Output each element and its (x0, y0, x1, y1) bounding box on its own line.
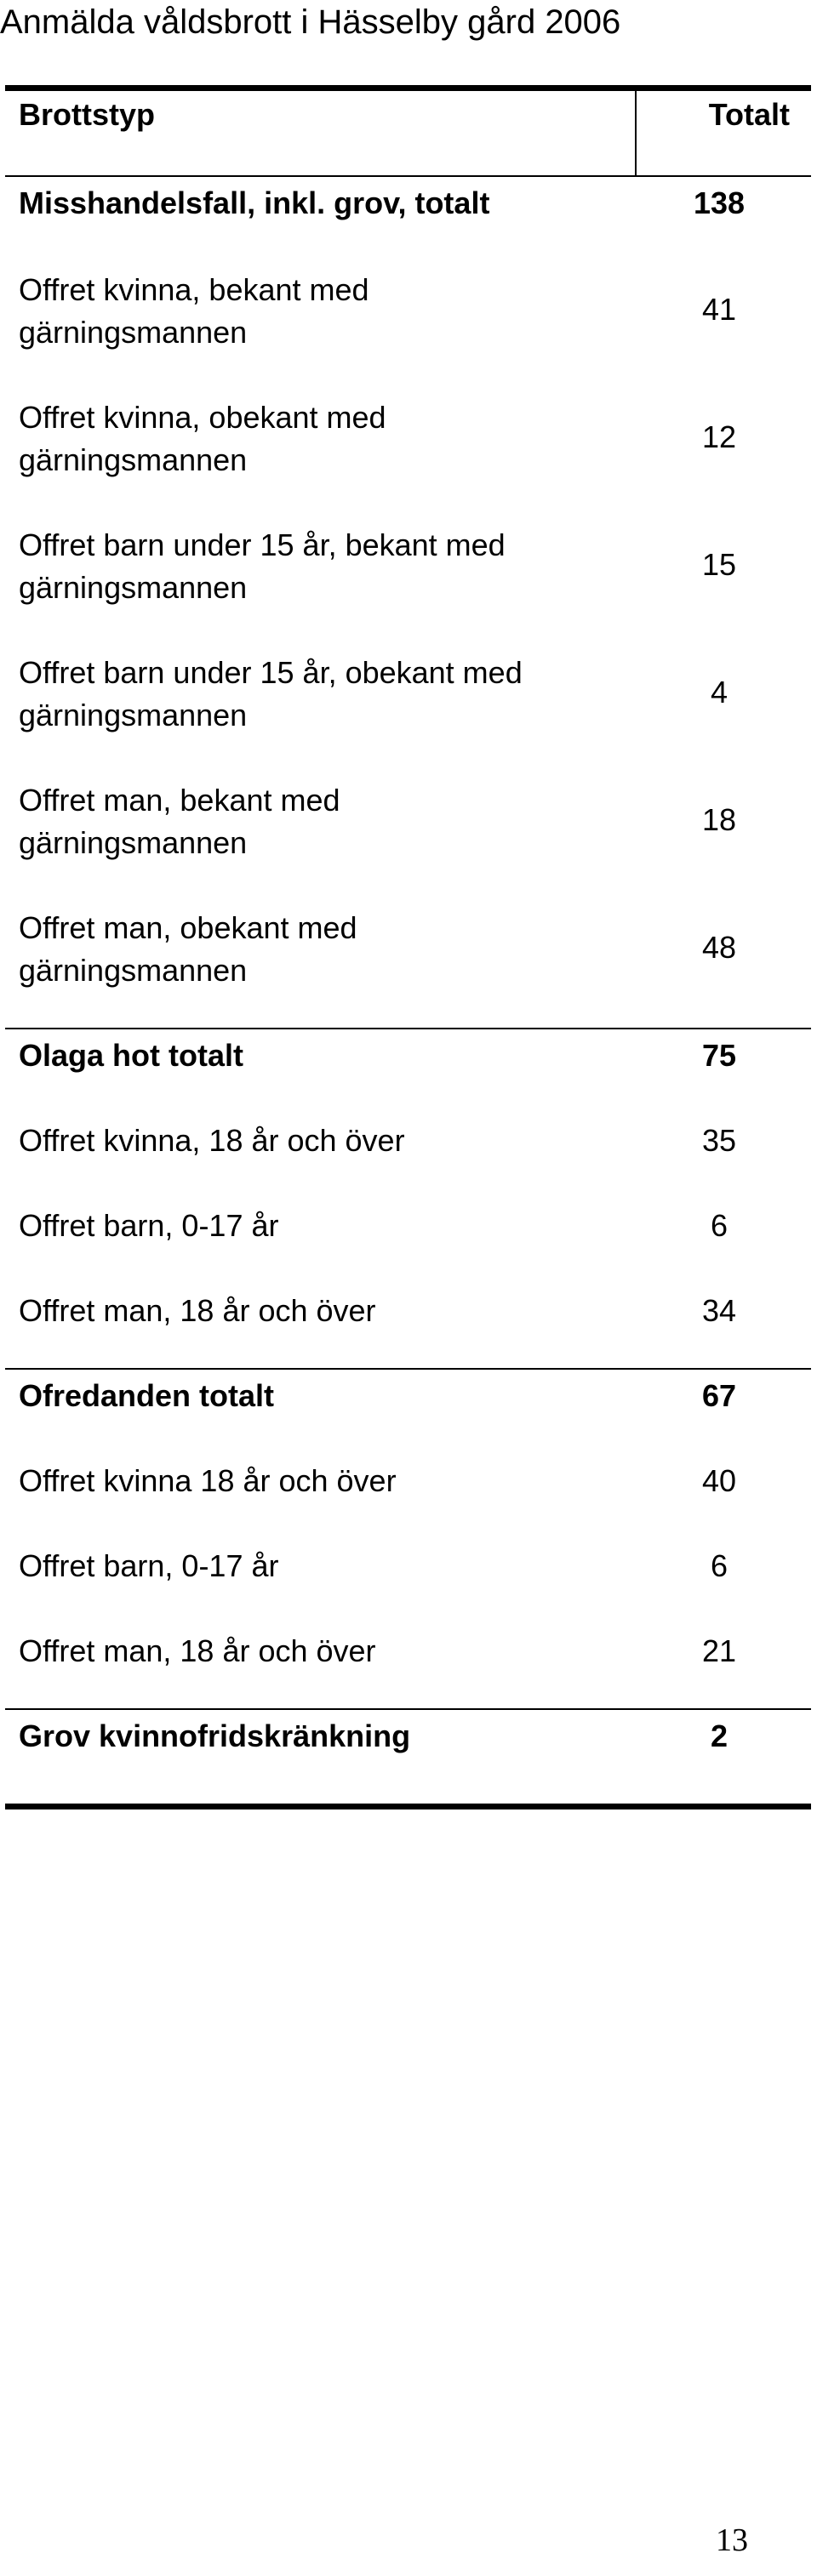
row-value-woman-unknown: 12 (701, 419, 737, 454)
row-label-man-unknown-line2: gärningsmannen (19, 953, 248, 988)
section-divider-threats (5, 1028, 811, 1029)
row-label-woman-unknown-line2: gärningsmannen (19, 442, 248, 477)
row-label-molestation-total: Ofredanden totalt (19, 1378, 275, 1413)
section-divider-integrity (5, 1708, 811, 1710)
row-label-woman-known-line1: Offret kvinna, bekant med (19, 272, 369, 307)
table-top-rule (5, 85, 811, 91)
row-label-threats-man: Offret man, 18 år och över (19, 1293, 376, 1328)
row-label-molestation-man: Offret man, 18 år och över (19, 1633, 376, 1668)
section-divider-molestation (5, 1368, 811, 1370)
row-label-child-unknown-line2: gärningsmannen (19, 698, 248, 732)
row-value-man-unknown: 48 (701, 930, 737, 965)
row-label-woman-unknown-line1: Offret kvinna, obekant med (19, 400, 386, 435)
row-value-threats-child: 6 (710, 1208, 728, 1243)
column-header-category: Brottstyp (19, 97, 155, 132)
row-label-threats-total: Olaga hot totalt (19, 1038, 243, 1073)
row-value-molestation-total: 67 (701, 1378, 737, 1413)
row-label-man-unknown-line1: Offret man, obekant med (19, 910, 357, 945)
row-value-assault-total: 138 (693, 185, 746, 220)
document-title: Anmälda våldsbrott i Hässelby gård 2006 (0, 3, 621, 41)
column-header-total: Totalt (708, 97, 790, 132)
row-label-threats-child: Offret barn, 0-17 år (19, 1208, 279, 1243)
row-value-molestation-child: 6 (710, 1548, 728, 1583)
row-label-man-known-line1: Offret man, bekant med (19, 783, 340, 818)
row-value-threats-man: 34 (701, 1293, 737, 1328)
row-value-gross-violation: 2 (710, 1718, 728, 1753)
row-value-man-known: 18 (701, 802, 737, 837)
row-label-child-unknown-line1: Offret barn under 15 år, obekant med (19, 655, 523, 690)
row-label-molestation-child: Offret barn, 0-17 år (19, 1548, 279, 1583)
table-bottom-rule (5, 1804, 811, 1809)
row-value-molestation-woman: 40 (701, 1463, 737, 1498)
row-label-molestation-woman: Offret kvinna 18 år och över (19, 1463, 397, 1498)
row-label-gross-violation: Grov kvinnofridskränkning (19, 1718, 411, 1753)
row-value-threats-woman: 35 (701, 1123, 737, 1158)
row-value-woman-known: 41 (701, 292, 737, 327)
row-label-assault-total: Misshandelsfall, inkl. grov, totalt (19, 185, 490, 220)
row-label-woman-known-line2: gärningsmannen (19, 315, 248, 350)
header-bottom-rule (5, 175, 811, 177)
row-value-child-unknown: 4 (710, 675, 728, 710)
row-label-man-known-line2: gärningsmannen (19, 825, 248, 860)
header-column-divider (635, 85, 637, 177)
row-value-threats-total: 75 (701, 1038, 737, 1073)
row-value-child-known: 15 (701, 547, 737, 582)
row-label-child-known-line1: Offret barn under 15 år, bekant med (19, 527, 506, 562)
row-label-child-known-line2: gärningsmannen (19, 570, 248, 605)
row-label-threats-woman: Offret kvinna, 18 år och över (19, 1123, 405, 1158)
row-value-molestation-man: 21 (701, 1633, 737, 1668)
page-number: 13 (716, 2522, 748, 2558)
